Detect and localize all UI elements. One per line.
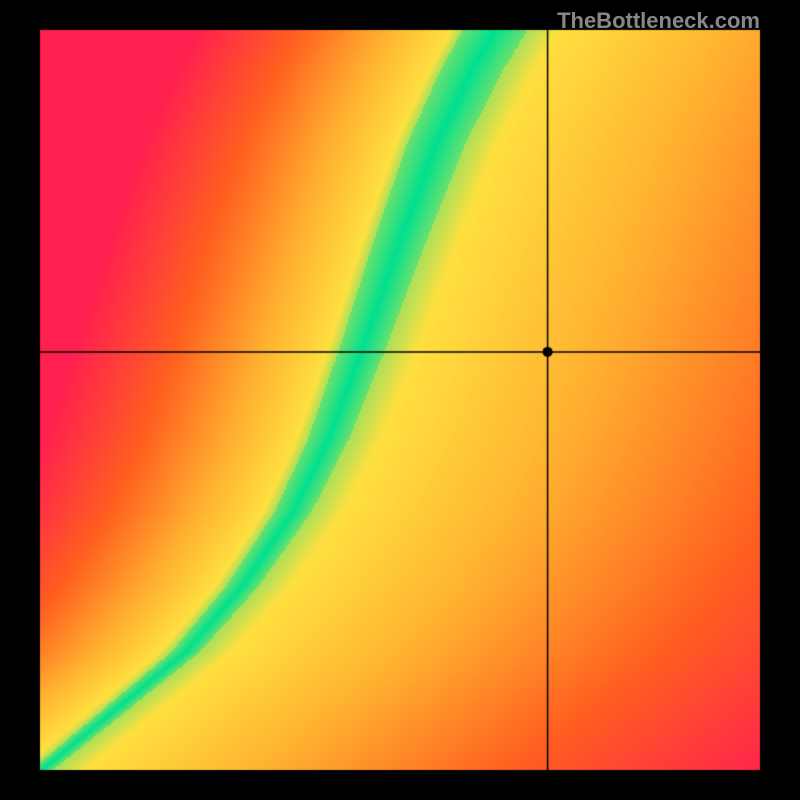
heatmap-canvas (0, 0, 800, 800)
watermark-text: TheBottleneck.com (557, 8, 760, 34)
chart-container: TheBottleneck.com (0, 0, 800, 800)
